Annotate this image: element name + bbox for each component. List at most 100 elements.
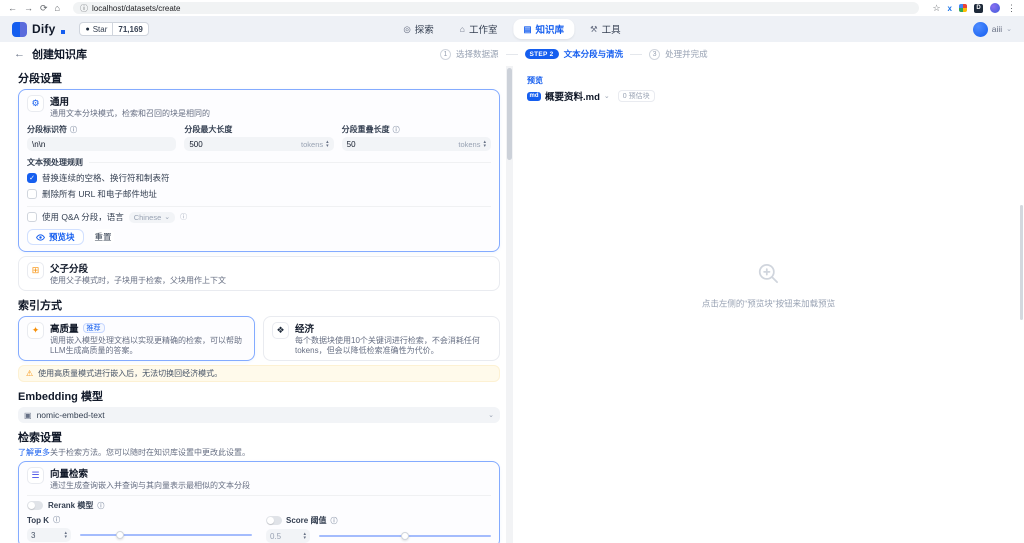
nav-label: 知识库	[535, 25, 564, 36]
topk-slider[interactable]	[80, 531, 252, 539]
rerank-toggle[interactable]	[27, 501, 43, 510]
max-length-stepper[interactable]: ▴ ▾	[326, 139, 329, 149]
info-icon[interactable]: ⓘ	[97, 502, 105, 510]
qa-segment-row: 使用 Q&A 分段，语言 Chinese ⌄ ⓘ	[27, 211, 491, 223]
step3-label: 处理并完成	[665, 49, 708, 59]
warning-icon: ⚠	[26, 369, 34, 378]
nav-item-tools[interactable]: ⚒ 工具	[580, 19, 631, 39]
stepper-down-icon[interactable]: ▾	[483, 143, 486, 149]
url-text: localhost/datasets/create	[91, 3, 181, 13]
form-scrollbar[interactable]	[506, 66, 513, 543]
info-icon[interactable]: ⓘ	[53, 517, 61, 524]
dify-brand[interactable]: Dify	[12, 21, 66, 37]
stepper-up-icon[interactable]: ▴	[483, 139, 486, 145]
topk-group: Top K ⓘ 3 ▴ ▾	[27, 515, 252, 543]
rule-remove-urls-row: 删除所有 URL 和电子邮件地址	[27, 188, 491, 200]
info-icon[interactable]: ⓘ	[392, 126, 400, 134]
preview-label: 预览	[527, 76, 543, 85]
tools-icon: ⚒	[590, 23, 598, 34]
learn-more-link[interactable]: 了解更多	[18, 448, 50, 457]
info-icon[interactable]: ⓘ	[330, 517, 338, 525]
preprocess-rules-label: 文本预处理规则	[27, 158, 83, 167]
extension-grid-icon[interactable]	[959, 4, 967, 12]
slider-thumb[interactable]	[401, 532, 409, 540]
user-menu[interactable]: aiii ⌄	[972, 21, 1012, 37]
studio-icon: ⌂	[459, 24, 465, 34]
embedding-model-value: nomic-embed-text	[36, 410, 105, 420]
stepper-down-icon[interactable]: ▾	[303, 535, 306, 541]
github-star-widget[interactable]: ● Star 71,169	[79, 22, 149, 36]
delimiter-input[interactable]	[32, 139, 172, 149]
address-bar[interactable]: ⓘ localhost/datasets/create	[72, 2, 920, 14]
high-quality-subtitle: 调用嵌入模型处理文档以实现更精确的检索，可以帮助LLM生成高质量的答案。	[50, 336, 242, 355]
score-stepper[interactable]: 0.5 ▴ ▾	[266, 529, 310, 543]
index-warning-text: 使用高质量模式进行嵌入后，无法切换回经济模式。	[38, 369, 223, 378]
index-method-title: 索引方式	[18, 300, 62, 312]
page-scrollbar[interactable]	[1020, 205, 1023, 320]
browser-chrome: ← → ⟳ ⌂ ⓘ localhost/datasets/create ☆ x …	[0, 0, 1024, 16]
general-subtitle: 通用文本分块模式，检索和召回的块是相同的	[50, 109, 210, 118]
max-length-input[interactable]	[189, 139, 299, 149]
browser-home-icon[interactable]: ⌂	[54, 2, 60, 13]
browser-reload-icon[interactable]: ⟳	[40, 2, 48, 13]
nav-item-studio[interactable]: ⌂ 工作室	[450, 19, 508, 39]
chevron-down-icon: ⌄	[164, 214, 171, 221]
qa-language-select[interactable]: Chinese ⌄	[128, 211, 176, 223]
preview-panel: 预览 md 概要资料.md ⌄ 0 预估块 点击左侧的“预览块”按钮来加载预览	[513, 66, 1024, 543]
bookmark-star-icon[interactable]: ☆	[932, 2, 941, 13]
max-length-field-group: 分段最大长度 tokens ▴ ▾	[184, 124, 334, 151]
scrollbar-thumb[interactable]	[507, 68, 512, 160]
chevron-down-icon: ⌄	[488, 412, 494, 419]
md-file-icon: md	[527, 91, 541, 101]
general-title: 通用	[50, 97, 70, 108]
extension-x-icon[interactable]: x	[947, 3, 952, 13]
brand-cursor	[61, 30, 66, 34]
back-button[interactable]: ←	[14, 48, 25, 60]
general-card-header[interactable]: ⚙ 通用 通用文本分块模式，检索和召回的块是相同的	[27, 94, 491, 119]
score-slider[interactable]	[319, 532, 491, 540]
main-content: 分段设置 ⚙ 通用 通用文本分块模式，检索和召回的块是相同的 分段标识符 ⓘ	[0, 66, 1024, 543]
chevron-down-icon[interactable]: ⌄	[603, 93, 610, 100]
info-icon[interactable]: ⓘ	[180, 214, 188, 221]
brand-name: Dify	[32, 22, 56, 36]
replace-whitespace-checkbox[interactable]: ✓	[27, 173, 37, 183]
browser-back-icon[interactable]: ←	[8, 2, 17, 13]
high-quality-card[interactable]: ✦ 高质量 推荐 调用嵌入模型处理文档以实现更精确的检索，可以帮助LLM生成高质…	[18, 316, 255, 361]
browser-menu-icon[interactable]: ⋮	[1007, 2, 1016, 13]
step1-number: 1	[440, 48, 451, 60]
stepper-up-icon[interactable]: ▴	[64, 530, 67, 536]
embedding-model-select[interactable]: ▣ nomic-embed-text ⌄	[18, 407, 500, 423]
score-threshold-toggle[interactable]	[266, 516, 282, 525]
preview-file-name: 概要资料.md	[545, 92, 600, 103]
app-header: Dify ● Star 71,169 ◎ 探索 ⌂ 工作室 ▤ 知识库	[0, 16, 1024, 42]
topk-stepper[interactable]: 3 ▴ ▾	[27, 528, 71, 542]
vector-search-card[interactable]: ☰ 向量检索 通过生成查询嵌入并查询与其向量表示最相似的文本分段 Rerank …	[18, 461, 500, 543]
reset-button[interactable]: 重置	[92, 229, 114, 245]
nav-item-knowledge[interactable]: ▤ 知识库	[513, 19, 574, 39]
github-star-label: Star	[92, 24, 108, 34]
remove-urls-checkbox[interactable]	[27, 189, 37, 199]
preview-chunks-button[interactable]: 预览块	[27, 229, 84, 245]
site-info-icon[interactable]: ⓘ	[79, 3, 88, 13]
nav-item-explore[interactable]: ◎ 探索	[393, 19, 443, 39]
browser-profile-avatar[interactable]	[990, 3, 1000, 13]
steps-bar: ← 创建知识库 1 选择数据源 STEP 2 文本分段与清洗 3 处理并完成	[0, 42, 1024, 66]
info-icon[interactable]: ⓘ	[70, 126, 77, 134]
stepper-down-icon[interactable]: ▾	[326, 143, 329, 149]
topk-value: 3	[31, 530, 36, 540]
general-chunk-card[interactable]: ⚙ 通用 通用文本分块模式，检索和召回的块是相同的 分段标识符 ⓘ	[18, 89, 500, 252]
browser-forward-icon[interactable]: →	[24, 2, 33, 13]
stepper-up-icon[interactable]: ▴	[303, 531, 306, 537]
parent-child-card[interactable]: ⊞ 父子分段 使用父子模式时，子块用于检索，父块用作上下文	[18, 256, 500, 291]
slider-thumb[interactable]	[115, 531, 124, 539]
extension-d-icon[interactable]: D	[974, 3, 983, 13]
stepper-up-icon[interactable]: ▴	[326, 139, 329, 145]
vector-search-subtitle: 通过生成查询嵌入并查询与其向量表示最相似的文本分段	[50, 481, 250, 490]
score-group: Score 阈值 ⓘ 0.5 ▴ ▾	[266, 515, 491, 543]
economical-card[interactable]: ❖ 经济 每个数据块使用10个关键词进行检索，不会消耗任何tokens，但会以降…	[263, 316, 500, 361]
overlap-input[interactable]	[346, 139, 456, 149]
divider	[89, 162, 491, 163]
stepper-down-icon[interactable]: ▾	[64, 534, 67, 540]
overlap-stepper[interactable]: ▴ ▾	[483, 139, 486, 149]
qa-segment-checkbox[interactable]	[27, 212, 37, 222]
